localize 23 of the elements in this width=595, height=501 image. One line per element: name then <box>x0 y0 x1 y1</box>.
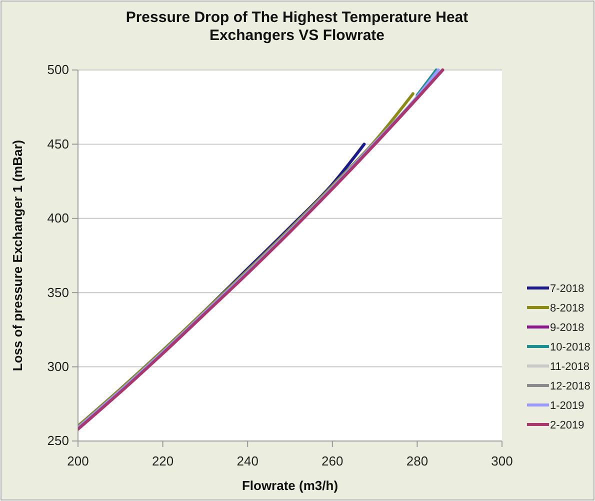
x-tick-label: 300 <box>491 454 513 469</box>
x-tick-label: 280 <box>406 454 428 469</box>
x-axis-title: Flowrate (m3/h) <box>242 478 338 493</box>
legend-label: 1-2019 <box>550 400 584 412</box>
x-tick-label: 220 <box>152 454 174 469</box>
y-tick-label: 250 <box>47 433 69 448</box>
x-tick-label: 240 <box>236 454 258 469</box>
x-tick-label: 200 <box>67 454 89 469</box>
chart-title: Pressure Drop of The Highest Temperature Heat Exchangers VS Flowrate <box>126 9 468 44</box>
legend-label: 9-2018 <box>550 322 584 334</box>
legend-label: 2-2019 <box>550 419 584 432</box>
legend-label: 7-2018 <box>550 282 584 295</box>
y-tick-label: 400 <box>47 210 69 226</box>
legend-label: 8-2018 <box>550 302 584 314</box>
y-axis-title: Loss of pressure Exchanger 1 (mBar) <box>10 140 25 372</box>
legend-label: 12-2018 <box>550 380 590 392</box>
y-tick-label: 500 <box>47 62 69 78</box>
y-tick-label: 450 <box>47 136 69 152</box>
legend-label: 11-2018 <box>550 360 590 373</box>
y-tick-label: 300 <box>47 358 69 374</box>
y-tick-label: 350 <box>47 284 69 300</box>
legend-label: 10-2018 <box>550 341 590 354</box>
x-tick-label: 260 <box>322 454 344 469</box>
